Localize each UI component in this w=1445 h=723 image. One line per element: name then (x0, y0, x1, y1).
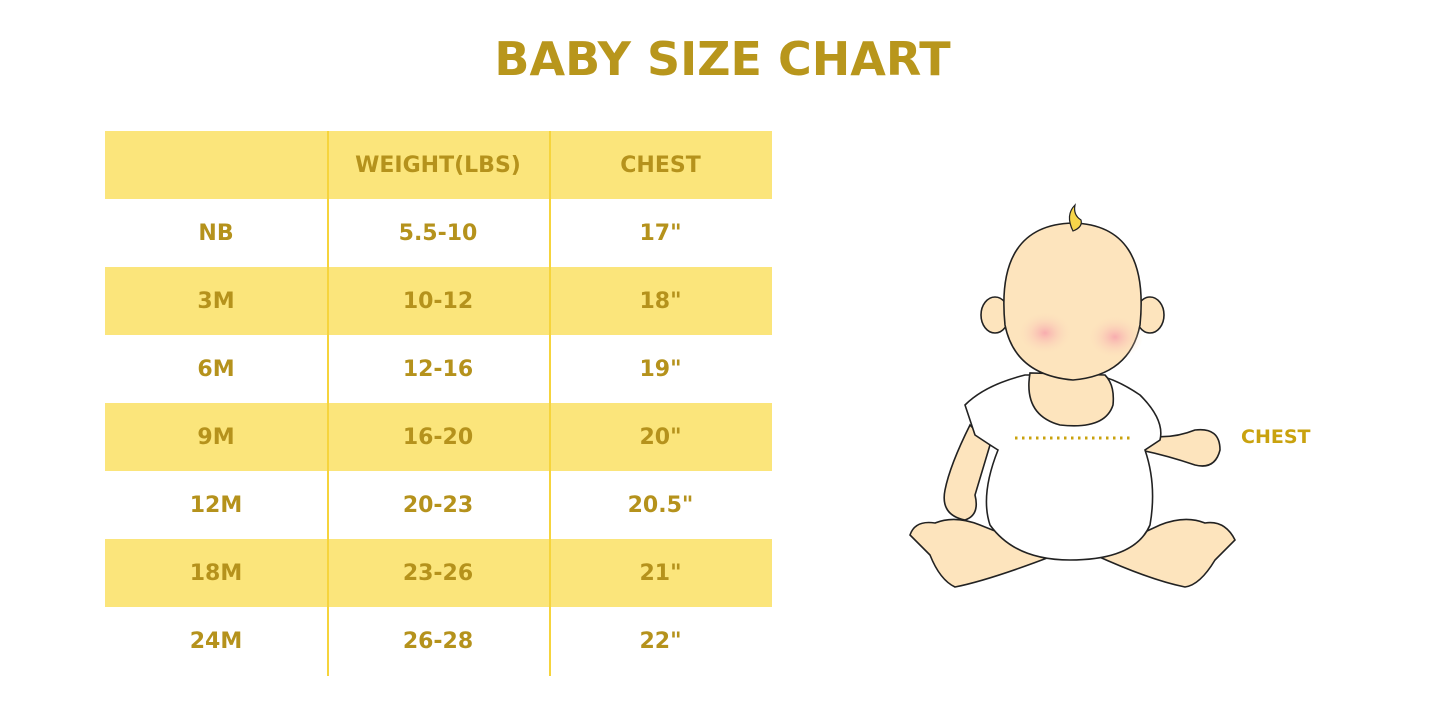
size-cell: 3M (197, 288, 235, 314)
size-cell: 12M (189, 492, 243, 518)
weight-cell: 5.5-10 (398, 220, 478, 246)
chest-cell: 20.5" (627, 492, 694, 518)
baby-illustration (909, 203, 1236, 588)
table-header-row: WEIGHT(LBS) CHEST (105, 131, 772, 199)
weight-cell: 10-12 (402, 288, 474, 314)
weight-cell: 26-28 (402, 628, 474, 654)
table-row: NB 5.5-10 17" (105, 199, 772, 267)
weight-cell: 20-23 (402, 492, 474, 518)
size-table: WEIGHT(LBS) CHEST NB 5.5-10 17" 3M 10-12… (105, 131, 772, 675)
chest-cell: 20" (639, 424, 682, 450)
chest-cell: 17" (639, 220, 682, 246)
chest-cell: 21" (639, 560, 682, 586)
header-cell (105, 131, 327, 199)
chest-label: CHEST (1241, 426, 1311, 448)
header-cell: WEIGHT(LBS) (355, 152, 521, 178)
table-row: 12M 20-23 20.5" (105, 471, 772, 539)
size-cell: NB (198, 220, 234, 246)
chest-cell: 18" (639, 288, 682, 314)
weight-cell: 23-26 (402, 560, 474, 586)
column-divider (327, 131, 329, 676)
size-cell: 24M (189, 628, 243, 654)
page-title: BABY SIZE CHART (494, 32, 951, 86)
weight-cell: 16-20 (402, 424, 474, 450)
size-cell: 6M (197, 356, 235, 382)
chest-cell: 19" (639, 356, 682, 382)
weight-cell: 12-16 (402, 356, 474, 382)
table-row: 18M 23-26 21" (105, 539, 772, 607)
header-cell: CHEST (620, 152, 701, 178)
column-divider (549, 131, 551, 676)
chest-cell: 22" (639, 628, 682, 654)
table-row: 6M 12-16 19" (105, 335, 772, 403)
table-row: 24M 26-28 22" (105, 607, 772, 675)
size-cell: 9M (197, 424, 235, 450)
size-cell: 18M (189, 560, 243, 586)
table-row: 3M 10-12 18" (105, 267, 772, 335)
table-row: 9M 16-20 20" (105, 403, 772, 471)
